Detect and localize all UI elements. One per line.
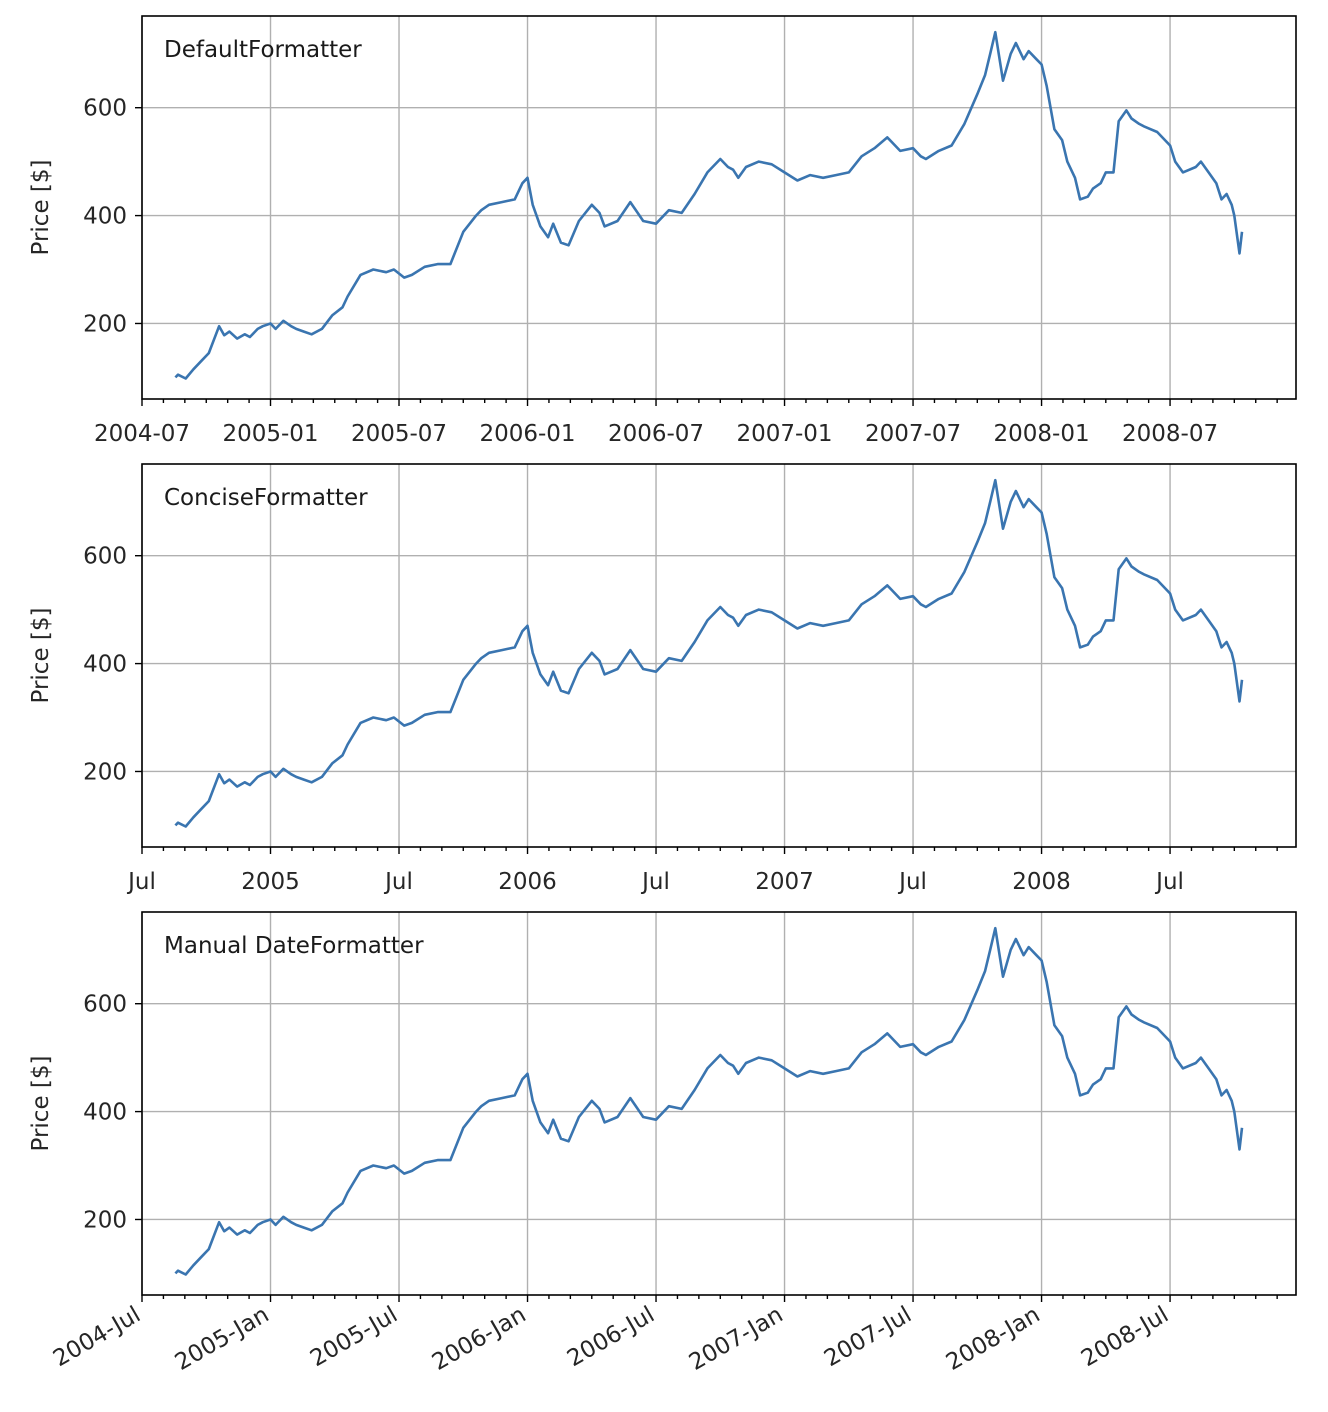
x-tick-label: 2007-01 — [736, 421, 832, 447]
panel-default-formatter: 2004-07 2005-01 2005-07 2006-01 2006-07 2007-… — [28, 15, 1297, 447]
x-tick-label: 2006-01 — [479, 421, 575, 447]
x-tick-label: 2006 — [498, 869, 557, 895]
y-tick-label: 400 — [83, 204, 127, 230]
x-tick-label: 2007-Jul — [820, 1302, 916, 1372]
x-tick-label: 2005-Jan — [171, 1302, 274, 1376]
axes-frame — [141, 15, 1297, 400]
x-tick-label: 2006-07 — [608, 421, 704, 447]
y-tick-label: 200 — [83, 311, 127, 337]
x-tick-label: 2007-07 — [865, 421, 961, 447]
x-tick-label: Jul — [640, 869, 670, 895]
x-tick-label: 2008-01 — [993, 421, 1089, 447]
price-series-line — [174, 30, 1244, 380]
x-tick-label: Jul — [126, 869, 156, 895]
axes-frame — [141, 463, 1297, 848]
x-tick-label: 2004-Jul — [49, 1302, 145, 1372]
price-series-line — [174, 478, 1244, 828]
x-tick-label: 2008 — [1012, 869, 1071, 895]
y-axis-title: Price [$] — [28, 1056, 54, 1152]
y-tick-label: 600 — [83, 544, 127, 570]
x-tick-label: Jul — [383, 869, 413, 895]
x-tick-label: 2005-07 — [351, 421, 447, 447]
price-series-line — [174, 926, 1244, 1276]
x-tick-label: 2005 — [241, 869, 300, 895]
x-tick-label: 2008-Jul — [1077, 1302, 1173, 1372]
x-tick-label: Jul — [1154, 869, 1184, 895]
x-tick-label: 2007-Jan — [685, 1302, 788, 1376]
y-tick-label: 400 — [83, 1100, 127, 1126]
x-tick-label: 2008-07 — [1122, 421, 1218, 447]
y-tick-label: 600 — [83, 992, 127, 1018]
y-tick-label: 400 — [83, 652, 127, 678]
y-axis-title: Price [$] — [28, 608, 54, 704]
panel-label: ConciseFormatter — [164, 485, 368, 511]
panel-label: DefaultFormatter — [164, 37, 362, 63]
x-tick-label: 2006-Jul — [563, 1302, 659, 1372]
x-tick-label: 2005-Jul — [306, 1302, 402, 1372]
panel-manual-dateformatter: 2004-Jul 2005-Jan 2005-Jul 2006-Jan 2006-Jul… — [28, 911, 1297, 1376]
panel-concise-formatter: Jul 2005 Jul 2006 Jul 2007 Jul 2008 Jul 200 400 600… — [28, 463, 1297, 895]
axes-frame — [141, 911, 1297, 1296]
x-tick-label: 2007 — [755, 869, 814, 895]
y-tick-label: 200 — [83, 1207, 127, 1233]
x-tick-label: 2005-01 — [222, 421, 318, 447]
x-tick-label: Jul — [897, 869, 927, 895]
y-tick-label: 200 — [83, 759, 127, 785]
x-tick-label: 2006-Jan — [428, 1302, 531, 1376]
y-axis-title: Price [$] — [28, 160, 54, 256]
panel-label: Manual DateFormatter — [164, 933, 424, 959]
y-tick-label: 600 — [83, 96, 127, 122]
x-tick-label: 2008-Jan — [942, 1302, 1045, 1376]
x-tick-label: 2004-07 — [94, 421, 190, 447]
